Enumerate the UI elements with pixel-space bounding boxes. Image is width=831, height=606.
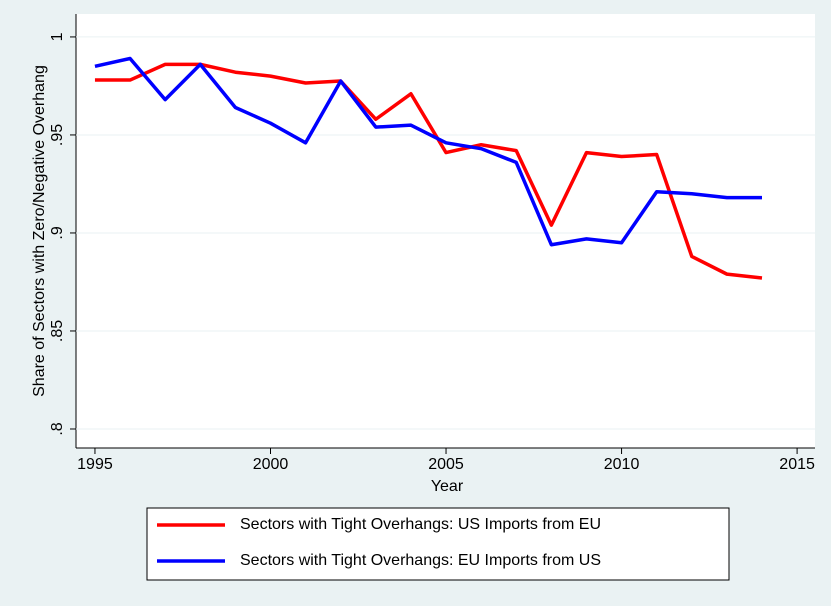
line-series xyxy=(94,56,762,247)
legend xyxy=(146,507,730,581)
x-tick-label: 2000 xyxy=(253,456,289,473)
x-tick-label: 2005 xyxy=(428,456,464,473)
x-tick-label: 1995 xyxy=(77,456,113,473)
y-tick-label: .9 xyxy=(49,226,66,239)
legend-label: Sectors with Tight Overhangs: EU Imports… xyxy=(240,552,601,569)
x-tick-label: 2015 xyxy=(779,456,815,473)
x-tick-label: 2010 xyxy=(604,456,640,473)
x-axis-label: Year xyxy=(431,478,464,495)
y-tick-label: .95 xyxy=(49,124,66,146)
line-series xyxy=(94,62,763,280)
y-tick-label: .85 xyxy=(49,320,66,342)
y-tick-label: .8 xyxy=(49,422,66,435)
y-tick-label: 1 xyxy=(49,32,66,41)
legend-label: Sectors with Tight Overhangs: US Imports… xyxy=(240,516,601,533)
plot-area xyxy=(76,14,815,448)
y-axis-label: Share of Sectors with Zero/Negative Over… xyxy=(31,65,48,397)
